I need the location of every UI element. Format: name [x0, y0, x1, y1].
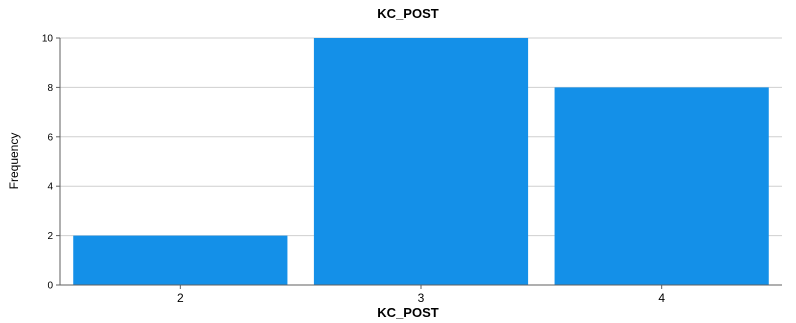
y-tick-label: 4: [47, 182, 53, 193]
x-tick-label: 3: [418, 291, 425, 305]
y-axis-ticks: 0 2 4 6 8 10: [42, 34, 60, 292]
bars: [73, 38, 769, 286]
y-tick-label: 0: [47, 281, 53, 292]
bar-3: [313, 38, 529, 285]
bar-4: [554, 87, 769, 286]
x-axis-ticks: 2 3 4: [177, 285, 665, 305]
x-axis-label: KC_POST: [377, 305, 438, 320]
y-tick-label: 6: [47, 132, 53, 143]
x-tick-label: 4: [658, 291, 665, 305]
chart-title: KC_POST: [377, 6, 438, 21]
x-tick-label: 2: [177, 291, 184, 305]
bar-2: [73, 235, 288, 285]
y-tick-label: 8: [47, 83, 53, 94]
y-tick-label: 2: [47, 231, 53, 242]
y-tick-label: 10: [42, 34, 54, 45]
y-axis-label: Frequency: [7, 133, 21, 190]
